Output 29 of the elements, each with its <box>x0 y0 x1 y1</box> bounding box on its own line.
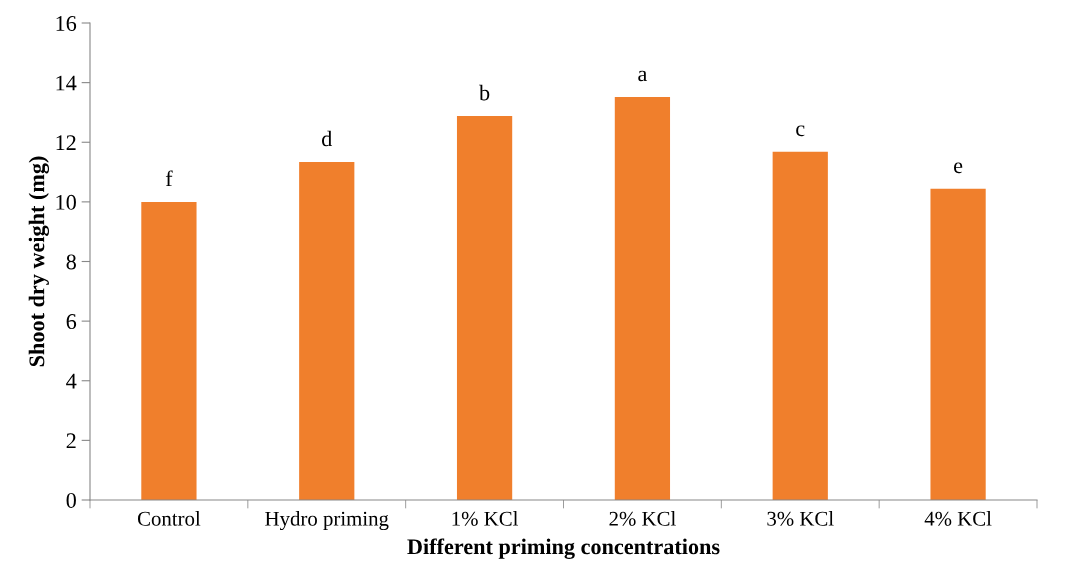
bar <box>299 161 355 500</box>
annotation: f <box>165 170 173 187</box>
x-axis-title: Different priming concentrations <box>407 538 720 559</box>
y-tick-label: 14 <box>56 75 77 91</box>
bar <box>930 188 986 500</box>
bar <box>614 96 671 500</box>
x-tick-label: 2% KCl <box>609 511 676 526</box>
y-tick-label: 16 <box>56 15 77 31</box>
annotation: d <box>322 130 333 147</box>
bar <box>772 151 828 500</box>
x-tick-label: Control <box>137 511 201 526</box>
x-tick-label: 4% KCl <box>924 511 992 526</box>
x-tick-label: 1% KCl <box>452 511 519 526</box>
annotation: a <box>638 70 648 82</box>
y-tick-label: 0 <box>66 492 76 508</box>
annotation: c <box>796 125 805 137</box>
x-tick-label: 3% KCl <box>767 511 834 526</box>
y-axis-title: Shoot dry weight (mg) <box>28 156 50 367</box>
annotation: b <box>479 84 490 101</box>
bar <box>141 201 197 500</box>
y-tick-label: 4 <box>66 373 77 389</box>
bar <box>456 116 513 500</box>
y-tick-label: 6 <box>66 314 77 330</box>
y-tick-label: 8 <box>66 254 76 270</box>
y-tick-label: 2 <box>66 433 76 449</box>
y-tick-label: 12 <box>56 135 76 150</box>
annotation: e <box>954 162 963 174</box>
x-tick-label: Hydro priming <box>265 511 389 531</box>
y-tick-label: 10 <box>56 194 76 210</box>
